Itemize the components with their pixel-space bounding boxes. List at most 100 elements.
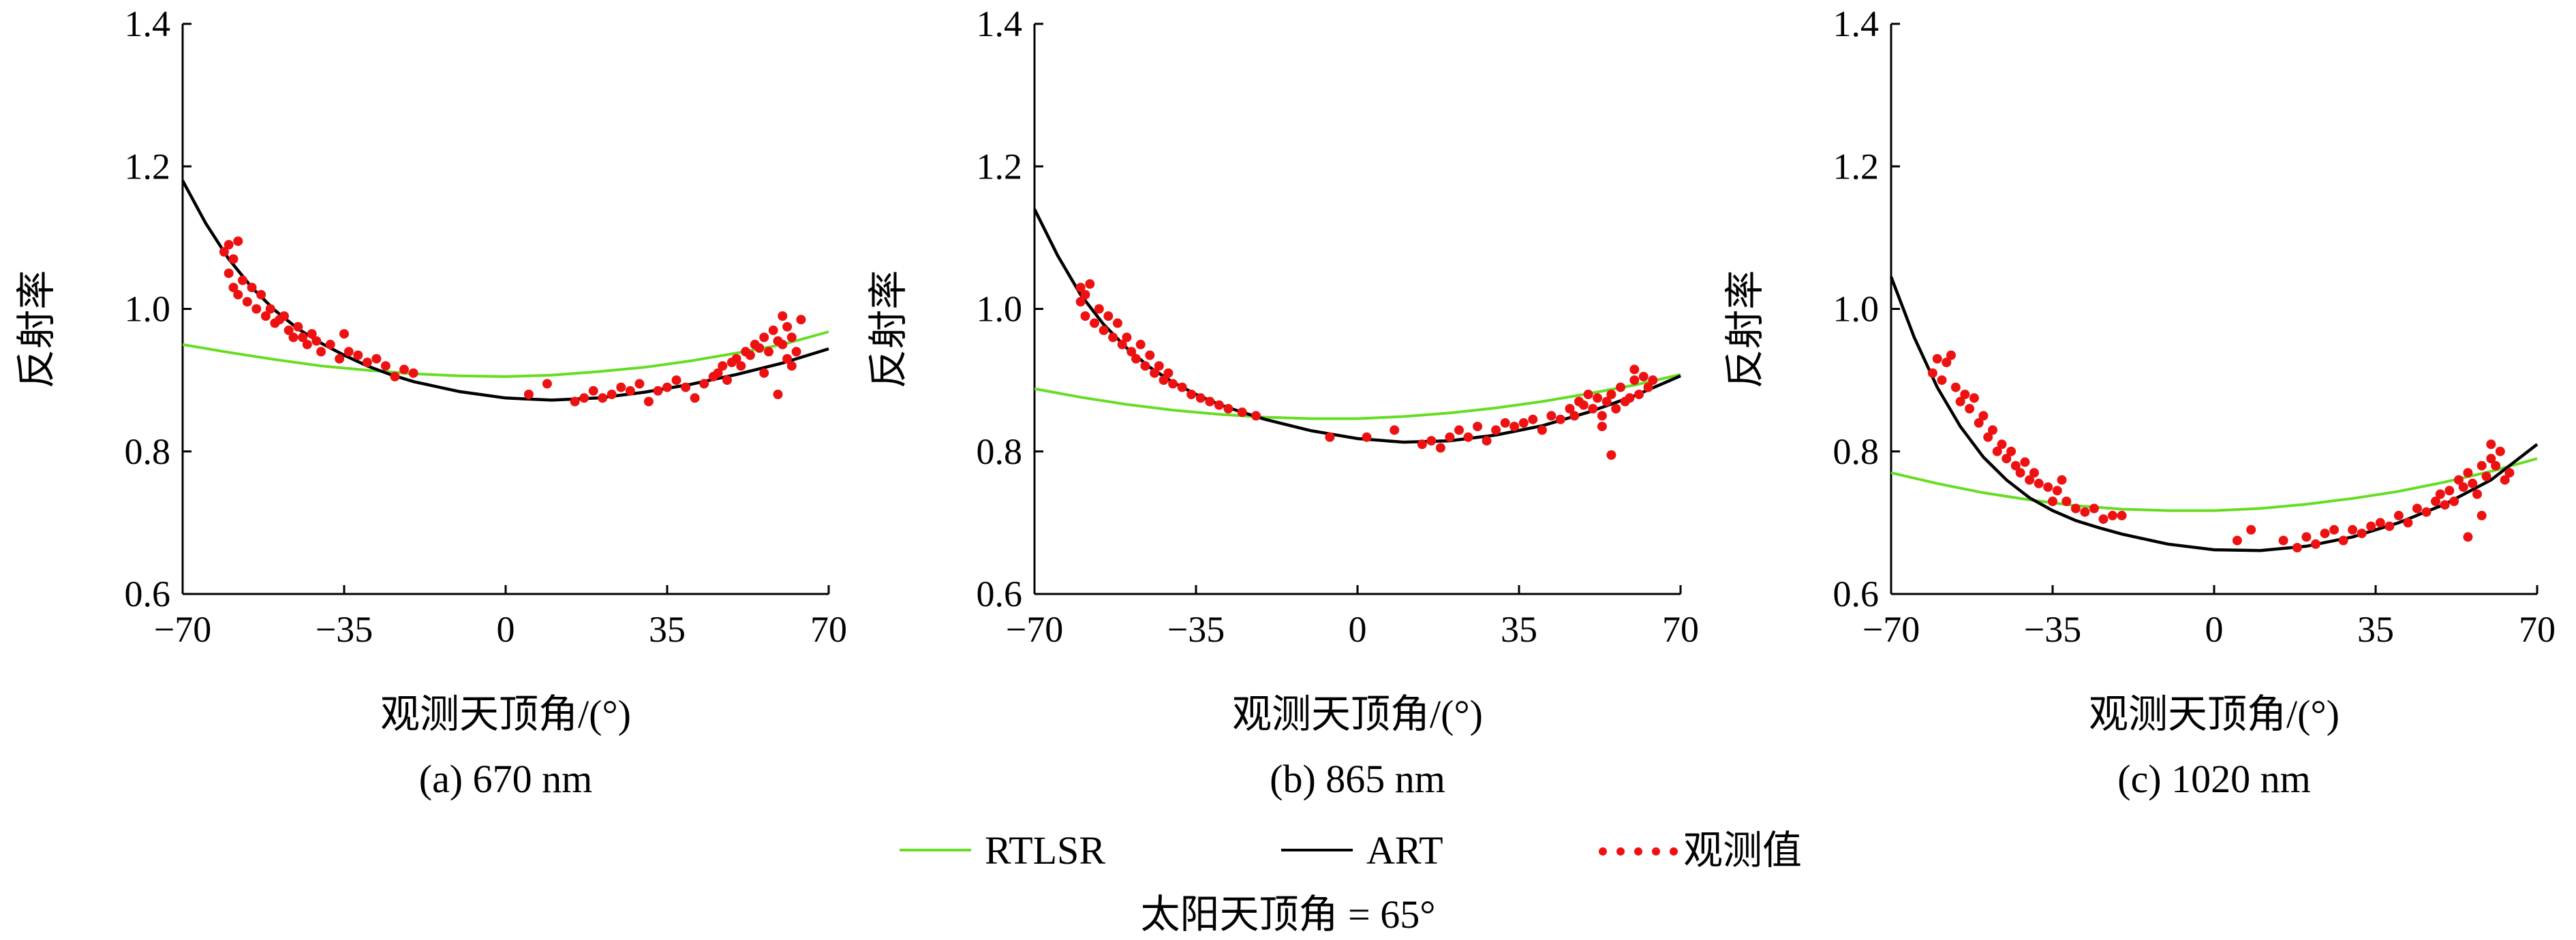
observed-point — [1154, 361, 1164, 371]
observed-point — [1491, 425, 1501, 435]
observed-point — [1601, 396, 1612, 407]
observed-point — [1955, 396, 1965, 407]
observed-point — [233, 289, 243, 300]
observed-point — [1988, 425, 1997, 435]
observed-point — [1528, 414, 1538, 424]
observed-point — [408, 368, 418, 378]
observed-point — [2385, 521, 2395, 531]
series-line-rtlsr — [1034, 373, 1681, 420]
observed-point — [224, 240, 234, 250]
observed-point — [1569, 411, 1580, 421]
observed-point — [1500, 418, 1510, 428]
observed-point — [1583, 390, 1593, 399]
observed-point — [2043, 482, 2053, 492]
observed-point — [782, 322, 793, 332]
x-tick-label: 0 — [2205, 609, 2224, 650]
observed-point — [256, 289, 266, 300]
observed-point — [1426, 436, 1437, 446]
observed-point — [228, 254, 239, 264]
observed-point — [1648, 375, 1658, 386]
legend-observed-label: 观测值 — [1683, 828, 1802, 873]
observed-point — [2481, 471, 2491, 482]
x-axis-label: 观测天顶角/(°) — [380, 692, 631, 736]
observed-point — [1983, 432, 1993, 442]
observed-point — [228, 283, 239, 293]
observed-point — [1080, 311, 1090, 321]
observed-points — [219, 236, 806, 407]
y-tick-label: 0.6 — [125, 574, 171, 614]
y-tick-label: 1.2 — [977, 146, 1023, 187]
legend-art-label: ART — [1366, 828, 1443, 873]
observed-point — [1578, 400, 1589, 410]
observed-point — [353, 350, 363, 360]
x-tick-label: 70 — [810, 609, 847, 650]
observed-point — [339, 329, 349, 339]
observed-point — [2311, 539, 2320, 549]
observed-point — [2393, 510, 2404, 520]
observed-point — [1593, 393, 1603, 403]
observed-point — [2463, 468, 2473, 478]
observed-point — [690, 393, 700, 403]
y-tick-label: 1.2 — [125, 146, 171, 187]
observed-point — [607, 390, 617, 399]
x-tick-label: 35 — [649, 609, 686, 650]
observed-point — [1126, 347, 1137, 357]
observed-point — [2025, 475, 2035, 485]
x-axis-label: 观测天顶角/(°) — [1232, 692, 1483, 736]
observed-point — [2301, 532, 2312, 542]
observed-point — [1611, 404, 1621, 413]
x-tick-label: −70 — [1006, 609, 1063, 650]
legend: RTLSR ART 观测值 — [900, 828, 1802, 873]
observed-point — [786, 361, 797, 371]
observed-point — [1518, 418, 1529, 428]
observed-point — [523, 390, 534, 399]
observed-point — [1629, 364, 1640, 375]
observed-point — [643, 396, 654, 407]
x-tick-label: −35 — [316, 609, 373, 650]
y-tick-label: 0.8 — [977, 431, 1023, 472]
observed-point — [1588, 404, 1598, 413]
observed-point — [1103, 311, 1114, 321]
observed-point — [2278, 535, 2288, 546]
observed-point — [2015, 468, 2025, 478]
observed-point — [1135, 339, 1146, 349]
observed-point — [1080, 289, 1090, 300]
observed-point — [1108, 332, 1118, 343]
observed-point — [362, 358, 372, 367]
x-tick-label: −35 — [1167, 609, 1225, 650]
observed-point — [335, 354, 345, 364]
observed-point — [1445, 432, 1455, 442]
observed-point — [1159, 375, 1169, 386]
observed-point — [2006, 446, 2017, 456]
observed-point — [1177, 382, 1187, 392]
x-tick-label: 70 — [1662, 609, 1699, 650]
y-tick-label: 0.6 — [1833, 574, 1880, 614]
observed-point — [731, 354, 741, 364]
observed-point — [1237, 407, 1247, 418]
observed-point — [796, 315, 806, 325]
panel-caption: (a) 670 nm — [419, 757, 593, 801]
chart-panel-2: 0.6 0.8 1.0 1.2 1.4 −70 −35 0 35 70 观测天顶角/(°) 反射率 (b… — [866, 3, 1699, 801]
observed-point — [2431, 497, 2440, 506]
observed-point — [1606, 390, 1616, 399]
observed-point — [1937, 375, 1947, 386]
observed-point — [699, 379, 709, 389]
observed-point — [722, 375, 732, 386]
observed-point — [653, 386, 663, 396]
observed-point — [2292, 543, 2302, 552]
observed-point — [325, 339, 335, 349]
observed-point — [2117, 510, 2127, 520]
observed-point — [1140, 361, 1150, 371]
observed-point — [2375, 518, 2385, 528]
observed-point — [1112, 318, 1122, 328]
y-tick-label: 1.0 — [125, 289, 171, 330]
observed-point — [2246, 524, 2256, 535]
observed-point — [279, 311, 289, 321]
observed-point — [1150, 368, 1160, 378]
observed-point — [2034, 478, 2044, 488]
observed-point — [2486, 439, 2496, 450]
observed-point — [1597, 422, 1607, 432]
observed-point — [1473, 422, 1483, 432]
observed-point — [1223, 404, 1233, 413]
observed-point — [2458, 482, 2468, 492]
